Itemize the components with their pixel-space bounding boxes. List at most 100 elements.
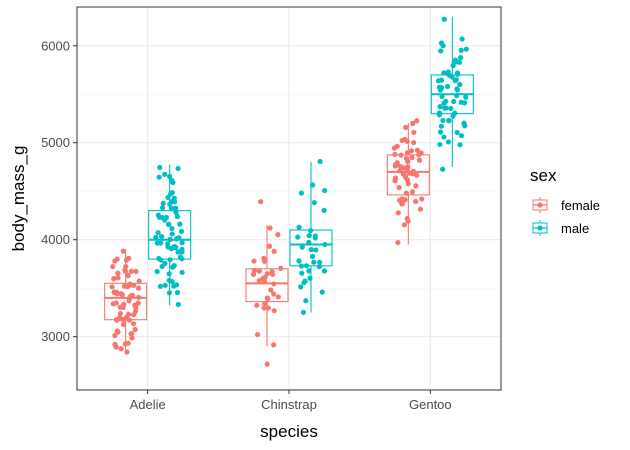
data-point xyxy=(296,224,302,230)
data-point xyxy=(268,287,274,293)
data-point xyxy=(463,46,469,52)
data-point xyxy=(171,243,178,250)
data-point xyxy=(462,123,468,129)
data-point xyxy=(169,189,175,196)
data-point xyxy=(446,118,452,124)
data-point xyxy=(162,171,168,177)
data-point xyxy=(443,98,449,104)
data-point xyxy=(167,201,173,207)
data-point xyxy=(438,48,444,54)
data-point xyxy=(174,289,181,296)
data-point xyxy=(454,87,461,93)
data-point xyxy=(395,239,401,246)
data-point xyxy=(169,231,175,237)
data-point xyxy=(399,201,405,207)
data-point xyxy=(171,195,177,201)
data-point xyxy=(444,83,451,90)
data-point xyxy=(404,166,410,172)
legend-key-point xyxy=(537,225,543,231)
data-point xyxy=(411,139,417,146)
x-tick-label: Chinstrap xyxy=(261,397,317,412)
data-point xyxy=(322,187,328,194)
data-point xyxy=(260,275,266,282)
data-point xyxy=(123,263,129,270)
data-point xyxy=(261,255,267,261)
data-point xyxy=(397,168,403,174)
jitter-points xyxy=(109,16,469,367)
data-point xyxy=(311,199,317,206)
data-point xyxy=(159,205,166,211)
data-point xyxy=(118,291,124,297)
data-point xyxy=(312,233,318,239)
data-point xyxy=(454,70,461,76)
data-point xyxy=(266,243,273,249)
data-point xyxy=(128,331,134,337)
data-point xyxy=(295,234,301,240)
data-point xyxy=(125,311,132,317)
data-point xyxy=(261,305,267,311)
data-point xyxy=(403,124,409,130)
data-point xyxy=(174,236,180,242)
data-point xyxy=(170,179,176,186)
data-point xyxy=(118,346,124,352)
data-point xyxy=(165,194,171,201)
data-point xyxy=(311,259,317,265)
data-point xyxy=(254,302,260,308)
data-point xyxy=(166,271,172,277)
data-point xyxy=(413,183,419,189)
data-point xyxy=(316,259,323,265)
data-point xyxy=(115,275,121,281)
data-point xyxy=(414,172,420,178)
data-point xyxy=(303,298,309,304)
data-point xyxy=(411,129,417,135)
data-point xyxy=(303,263,310,269)
data-point xyxy=(256,268,262,274)
data-point xyxy=(307,275,313,281)
data-point xyxy=(113,290,119,296)
data-point xyxy=(175,165,181,172)
data-point xyxy=(321,207,327,213)
data-point xyxy=(112,332,118,339)
data-point xyxy=(155,229,161,236)
data-point xyxy=(306,268,312,274)
data-point xyxy=(437,129,444,135)
data-point xyxy=(445,139,452,145)
data-point xyxy=(306,239,312,245)
data-point xyxy=(163,214,170,221)
data-point xyxy=(162,260,168,267)
legend-key-point xyxy=(537,202,543,208)
data-point xyxy=(403,155,409,161)
data-point xyxy=(117,315,123,321)
data-point xyxy=(129,335,135,341)
data-point xyxy=(122,268,129,275)
data-point xyxy=(408,148,414,154)
data-point xyxy=(458,47,464,53)
data-point xyxy=(457,81,463,88)
data-point xyxy=(271,281,277,287)
data-point xyxy=(167,236,173,243)
data-point xyxy=(458,133,465,139)
data-point xyxy=(457,142,463,148)
data-point xyxy=(439,85,445,91)
data-point xyxy=(419,196,425,202)
data-point xyxy=(154,240,160,246)
data-point xyxy=(317,158,323,165)
data-point xyxy=(392,162,399,168)
data-point xyxy=(135,285,142,291)
data-point xyxy=(120,248,126,254)
data-point xyxy=(441,134,447,140)
data-point xyxy=(271,342,277,348)
data-point xyxy=(308,247,314,253)
data-point xyxy=(120,321,127,328)
data-point xyxy=(298,284,304,290)
data-point xyxy=(117,310,123,317)
data-point xyxy=(395,210,401,216)
data-point xyxy=(301,280,307,286)
data-point xyxy=(115,329,121,335)
data-point xyxy=(271,248,277,254)
legend-title: sex xyxy=(530,166,557,185)
y-tick-label: 6000 xyxy=(41,38,70,53)
data-point xyxy=(417,206,424,212)
data-point xyxy=(156,255,162,262)
